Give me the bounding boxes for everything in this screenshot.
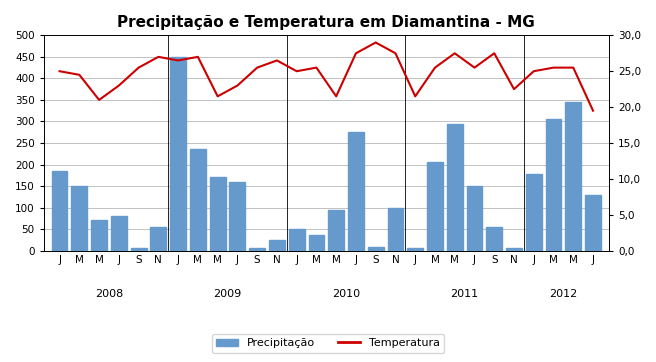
Text: 2011: 2011 xyxy=(451,289,479,299)
Bar xyxy=(269,240,285,251)
Text: 2008: 2008 xyxy=(95,289,123,299)
Bar xyxy=(585,195,601,251)
Bar xyxy=(150,227,166,251)
Bar xyxy=(170,57,186,251)
Bar xyxy=(210,177,226,251)
Bar xyxy=(190,150,206,251)
Bar xyxy=(486,227,502,251)
Text: 2012: 2012 xyxy=(549,289,577,299)
Bar xyxy=(111,216,127,251)
Bar xyxy=(131,248,146,251)
Bar xyxy=(506,248,522,251)
Bar xyxy=(230,182,245,251)
Bar xyxy=(308,235,324,251)
Bar xyxy=(328,210,344,251)
Bar xyxy=(447,123,462,251)
Bar xyxy=(368,247,384,251)
Bar xyxy=(72,186,87,251)
Text: 2009: 2009 xyxy=(213,289,241,299)
Bar xyxy=(249,248,265,251)
Bar xyxy=(407,248,423,251)
Bar xyxy=(348,132,364,251)
Bar xyxy=(466,186,482,251)
Bar xyxy=(526,174,542,251)
Text: 2010: 2010 xyxy=(332,289,360,299)
Bar xyxy=(427,162,443,251)
Bar xyxy=(565,102,581,251)
Legend: Precipitação, Temperatura: Precipitação, Temperatura xyxy=(212,334,444,353)
Bar xyxy=(52,171,68,251)
Bar xyxy=(388,207,403,251)
Bar xyxy=(546,119,562,251)
Title: Precipitação e Temperatura em Diamantina - MG: Precipitação e Temperatura em Diamantina… xyxy=(117,15,535,30)
Bar xyxy=(91,220,107,251)
Bar xyxy=(289,229,304,251)
